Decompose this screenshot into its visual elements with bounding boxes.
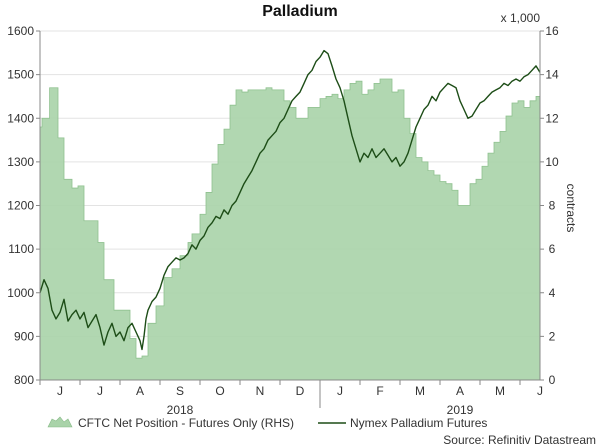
x-year-label: 2019 [447,403,474,417]
left-tick-label: 1400 [7,111,34,125]
left-tick-label: 1500 [7,68,34,82]
right-axis-label: contracts [564,184,578,233]
x-month-label: J [97,384,103,398]
right-tick-label: 2 [549,329,556,343]
x-month-label: S [176,384,184,398]
right-tick-label: 14 [545,68,559,82]
x-month-label: J [337,384,343,398]
right-axis-unit-label: x 1,000 [501,11,541,25]
left-tick-label: 800 [14,373,34,387]
right-tick-label: 8 [549,199,556,213]
legend-area-swatch [47,416,73,428]
left-tick-label: 900 [14,329,34,343]
legend-line-label: Nymex Palladium Futures [350,416,487,430]
x-month-label: O [215,384,224,398]
x-year-label: 2018 [167,403,194,417]
legend: CFTC Net Position - Futures Only (RHS) N… [47,416,487,430]
right-tick-label: 0 [549,373,556,387]
plot-area [39,49,541,381]
left-tick-label: 1100 [8,242,34,256]
right-tick-label: 6 [549,242,556,256]
left-axis: 800 900 1000 1100 1200 1300 1400 1500 1600 [7,24,40,387]
right-tick-label: 10 [545,155,559,169]
cftc-net-position-area [39,78,541,381]
x-month-label: D [296,384,305,398]
left-tick-label: 1000 [7,286,34,300]
x-month-label: M [495,384,505,398]
left-tick-label: 1600 [7,24,34,38]
x-month-label: J [537,384,543,398]
nymex-palladium-line [39,49,541,351]
x-month-label: M [415,384,425,398]
x-month-label: A [456,384,464,398]
x-month-label: J [57,384,63,398]
right-axis: 0 2 4 6 8 10 12 14 16 [540,24,559,387]
right-tick-label: 12 [545,111,559,125]
x-month-label: A [136,384,144,398]
x-month-label: F [376,384,383,398]
x-axis: J J A S O N D J F M A M J 2018 2019 [39,380,543,417]
right-tick-label: 16 [545,24,559,38]
legend-area-label: CFTC Net Position - Futures Only (RHS) [78,416,294,430]
x-month-label: N [256,384,265,398]
right-tick-label: 4 [549,286,556,300]
left-tick-label: 1200 [7,199,34,213]
chart-title: Palladium [262,3,338,20]
source-note: Source: Refinitiv Datastream [443,433,596,447]
left-tick-label: 1300 [7,155,34,169]
